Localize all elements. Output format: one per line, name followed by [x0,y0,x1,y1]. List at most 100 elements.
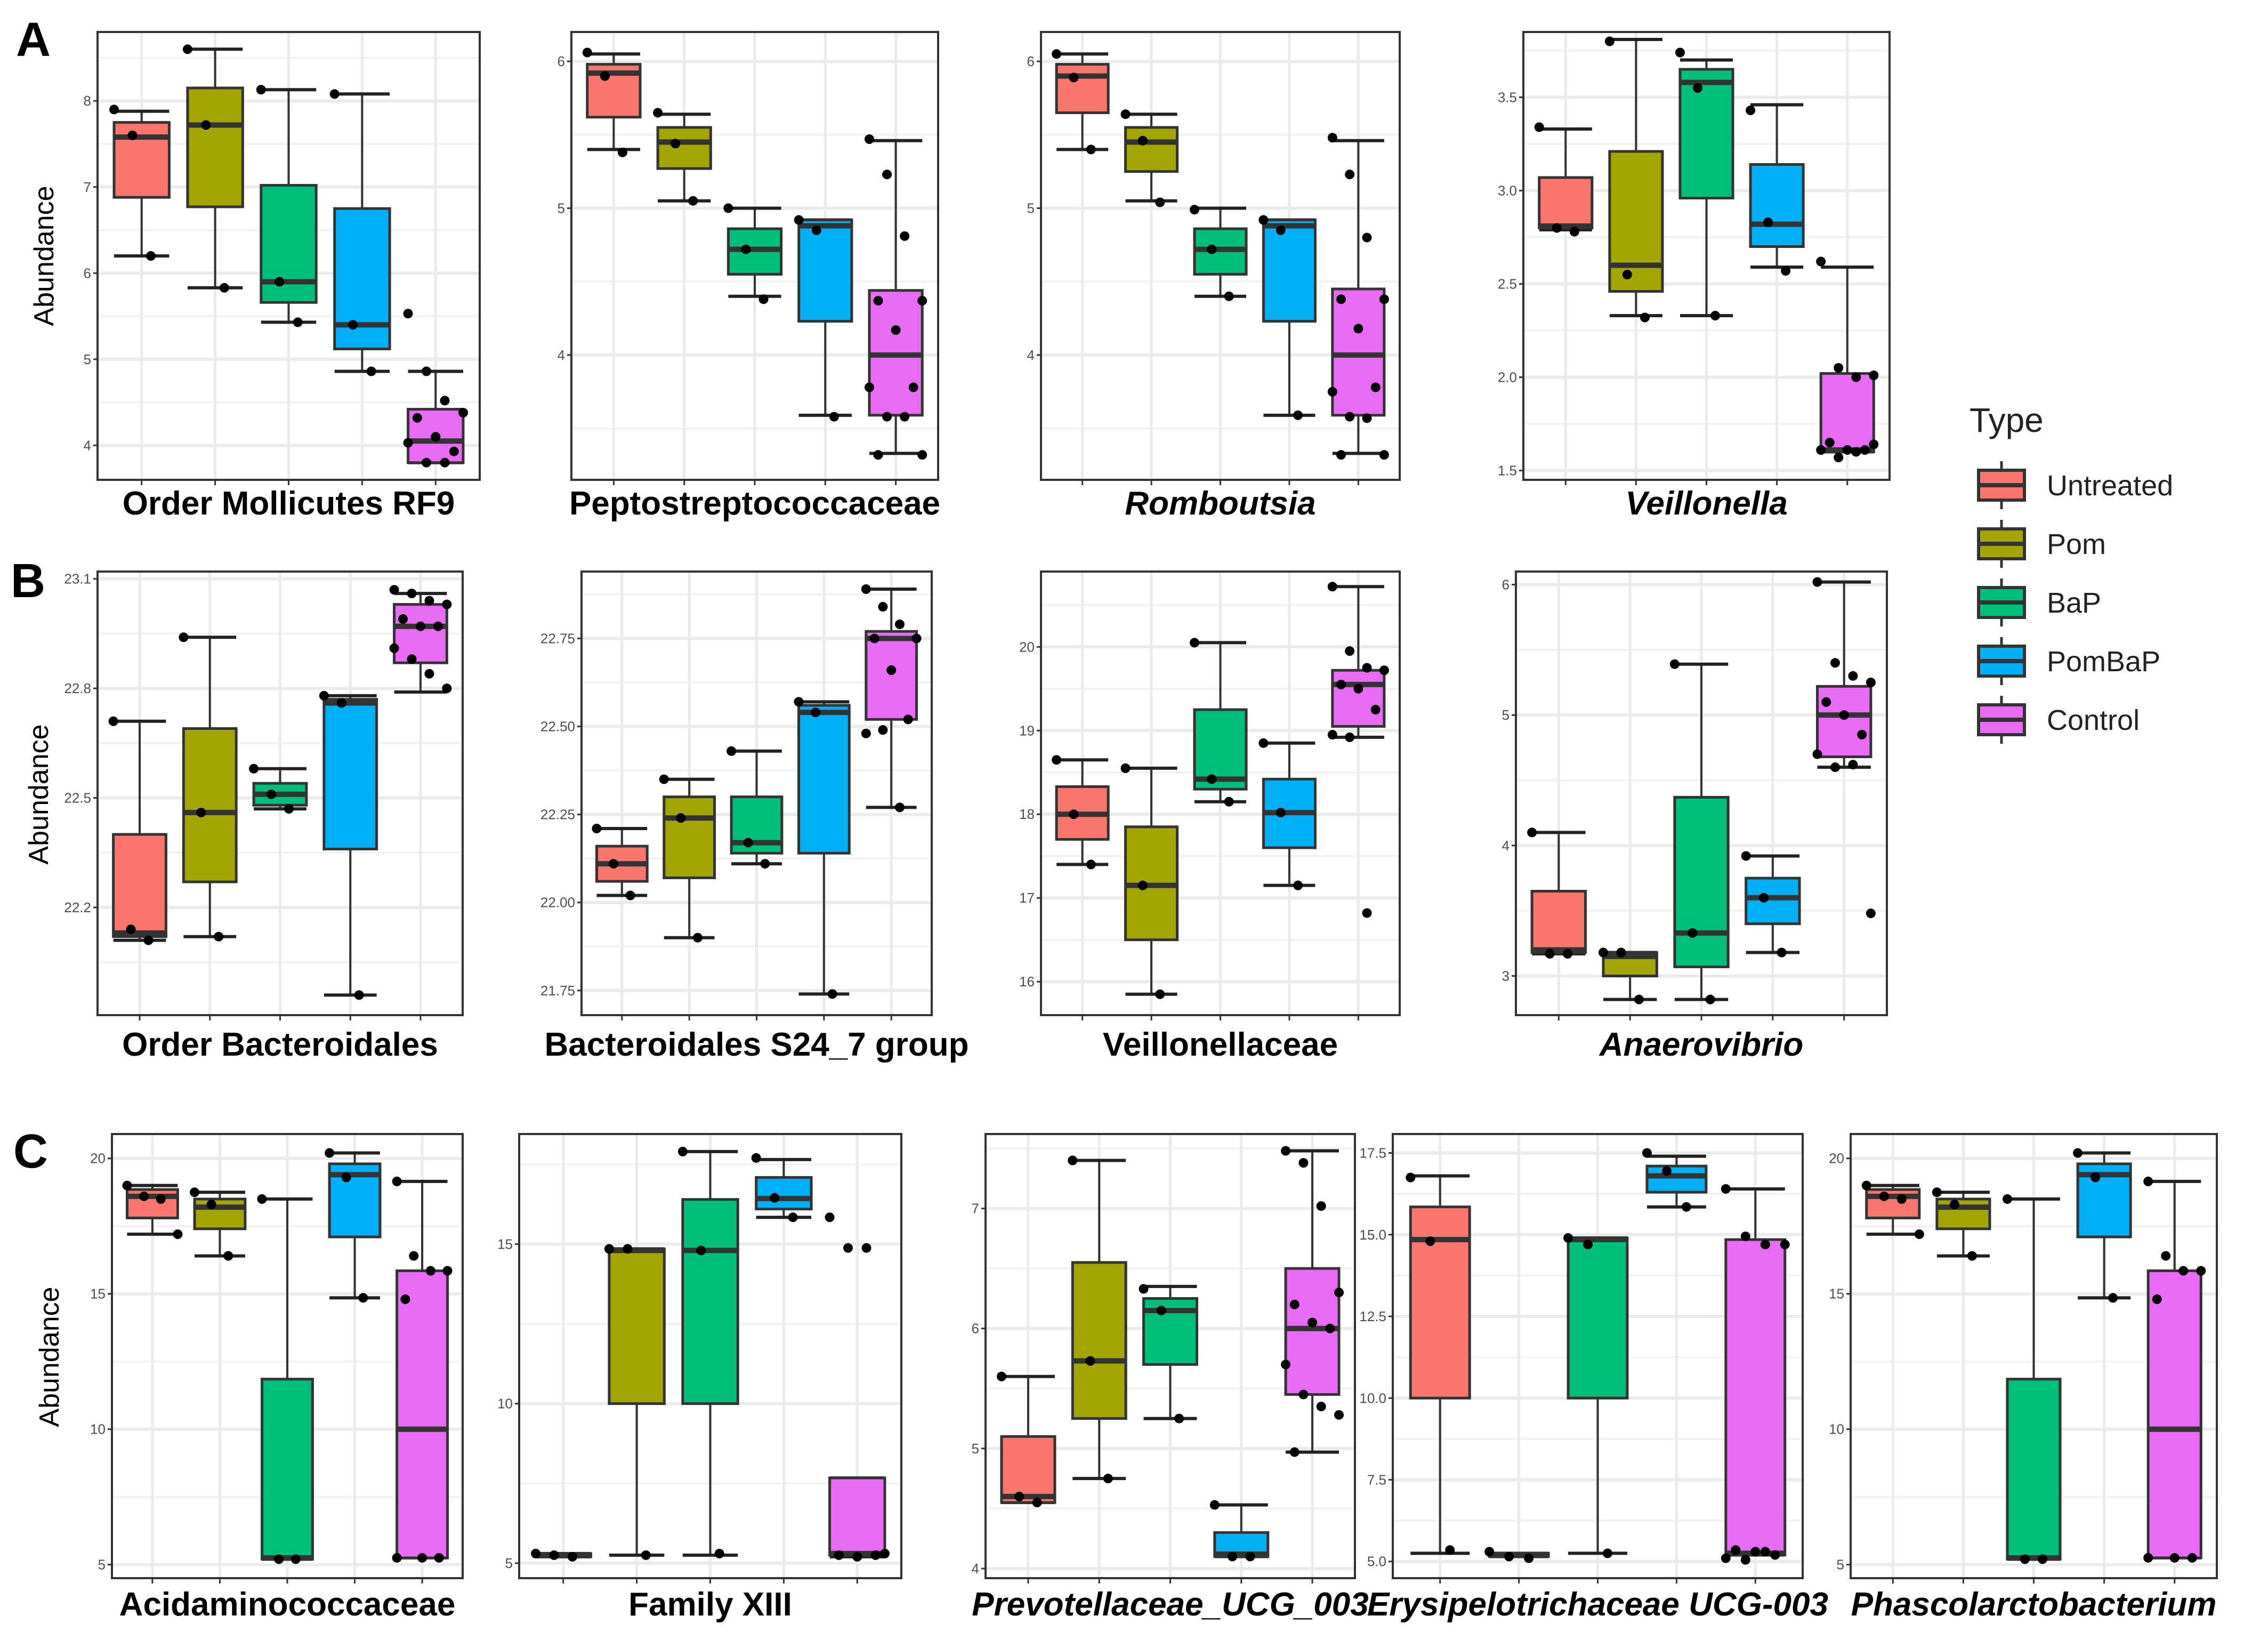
data-point [1353,324,1363,334]
panel-7: 3 4 5 6 Anaerovibrio [1502,570,1888,1063]
y-tick-label: 12.5 [1359,1308,1386,1324]
data-point [341,1172,351,1183]
box-iqr [828,1476,886,1557]
data-point [1293,880,1303,890]
box-control [1327,133,1389,460]
data-point [865,134,874,144]
data-point [1860,445,1870,455]
box-untreated [1534,122,1594,237]
data-point [659,774,669,784]
panel-6: 16 17 18 19 20 Veillonellaceae [1019,570,1401,1063]
box-untreated [1527,827,1587,959]
y-tick-label: 5 [1837,1557,1844,1573]
data-point [424,669,434,679]
data-point [1851,372,1861,382]
y-tick-label: 20 [1019,639,1035,655]
data-point [1825,438,1835,447]
box-iqr [1409,1205,1471,1400]
y-tick-label: 7.5 [1367,1472,1386,1488]
data-point [1189,205,1199,215]
data-point [267,789,277,799]
data-point [1692,83,1702,93]
box-iqr [322,698,378,850]
legend-label: Control [2047,704,2140,736]
y-tick-label: 18 [1019,806,1035,822]
data-point [433,621,443,631]
data-point [1552,223,1562,233]
data-point [2091,1172,2101,1183]
data-point [727,746,737,756]
data-point [409,1251,419,1261]
box-pombap [794,697,851,999]
data-point [440,457,450,468]
data-point [403,438,413,448]
data-point [1545,948,1555,959]
data-point [714,1548,724,1558]
data-point [249,763,259,774]
data-point [1258,738,1269,748]
y-tick-label: 17 [1019,890,1035,906]
y-tick-label: 5 [505,1555,513,1571]
panel-border [984,1133,1356,1579]
y-tick-label: 3.5 [1498,90,1517,106]
data-point [407,589,417,599]
data-point [1741,851,1751,861]
data-point [671,139,681,149]
data-point [1861,1180,1871,1191]
data-point [1616,947,1626,958]
data-point [878,725,888,735]
data-point [389,643,399,653]
data-point [1879,1191,1889,1201]
data-point [852,1551,862,1562]
data-point [348,320,358,330]
data-point [1103,1474,1113,1484]
box-iqr [1530,890,1587,954]
data-point [2178,1266,2189,1276]
y-tick-label: 7 [972,1201,979,1217]
data-point [431,432,441,442]
data-point [794,215,804,225]
y-tick-label: 4 [972,1561,979,1577]
y-tick-label: 15 [497,1236,513,1252]
data-point [692,932,703,943]
box-iqr [2146,1269,2202,1559]
box-iqr [1331,287,1386,417]
y-tick-label: 3.0 [1498,183,1517,199]
data-point [1307,1317,1318,1328]
data-point [1760,1547,1770,1557]
box-untreated [108,716,167,945]
panel-1: 4 5 6 Peptostreptococcaceae [558,31,940,522]
data-point [442,599,452,609]
data-point [1298,1389,1309,1400]
data-point [223,1251,233,1261]
panel-title: Order Mollicutes RF9 [123,485,455,522]
data-point [677,1146,688,1156]
data-point [1139,1284,1149,1294]
panel-title: Veillonellaceae [1103,1026,1338,1063]
y-tick-label: 7 [84,179,91,195]
panel-4: 22.2 22.5 22.8 23.1 Order Bacteroidales [64,570,464,1063]
data-point [1379,294,1389,304]
data-point [173,1229,183,1239]
panel-label-b: B [11,554,45,608]
data-point [600,71,610,81]
box-pombap [794,215,853,422]
data-point [1298,1158,1309,1168]
panel-title: Bacteroidales S24_7 group [545,1026,969,1063]
panel-10: 4 5 6 7 Prevotellaceae_UCG_003 [972,1133,1369,1623]
box-iqr [608,1247,666,1405]
data-point [1316,1402,1326,1412]
box-pom [190,1187,247,1261]
data-point [214,931,224,942]
y-tick-label: 5 [98,1557,106,1573]
y-tick-label: 10 [90,1421,106,1437]
data-point [609,859,619,869]
data-point [1068,1155,1078,1165]
data-point [1866,909,1876,919]
y-tick-label: 10 [1829,1421,1844,1437]
data-point [1642,1148,1652,1158]
data-point [741,244,751,254]
box-iqr [112,833,167,938]
box-iqr [333,207,391,350]
